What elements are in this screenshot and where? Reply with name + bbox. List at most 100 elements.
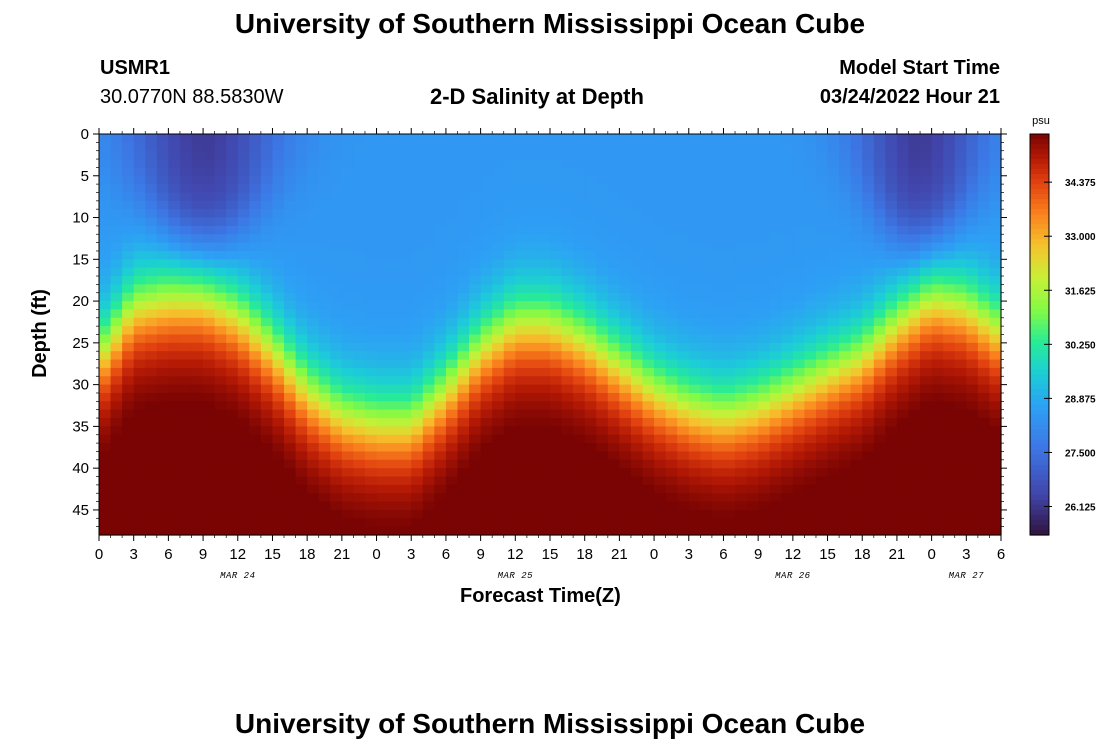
heatmap-cell (214, 501, 227, 511)
heatmap-cell (295, 301, 308, 311)
heatmap-cell (885, 217, 898, 227)
heatmap-cell (214, 468, 227, 478)
heatmap-cell (769, 409, 782, 419)
heatmap-cell (492, 367, 505, 377)
heatmap-cell (850, 501, 863, 511)
heatmap-cell (642, 409, 655, 419)
heatmap-cell (815, 409, 829, 419)
heatmap-cell (122, 367, 135, 377)
heatmap-cell (931, 459, 944, 469)
heatmap-cell (364, 142, 378, 152)
heatmap-cell (341, 342, 355, 352)
heatmap-cell (954, 234, 967, 244)
heatmap-cell (99, 451, 112, 461)
heatmap-cell (191, 526, 204, 536)
heatmap-cell (896, 426, 910, 436)
heatmap-cell (931, 493, 944, 503)
heatmap-cell (353, 192, 366, 202)
heatmap-cell (492, 217, 505, 227)
heatmap-cell (931, 501, 944, 511)
heatmap-cell (214, 493, 227, 503)
heatmap-cell (260, 225, 274, 235)
heatmap-cell (573, 384, 586, 394)
heatmap-cell (827, 501, 840, 511)
heatmap-cell (168, 334, 181, 344)
heatmap-cell (989, 309, 1002, 319)
heatmap-cell (318, 276, 331, 285)
heatmap-cell (122, 501, 135, 511)
heatmap-cell (873, 484, 886, 494)
heatmap-cell (550, 200, 563, 210)
heatmap-cell (654, 142, 667, 152)
colorbar-cell (1030, 484, 1049, 491)
heatmap-cell (526, 284, 540, 294)
heatmap-cell (677, 468, 690, 478)
heatmap-cell (862, 384, 875, 394)
heatmap-cell (179, 267, 193, 277)
heatmap-cell (503, 493, 516, 503)
heatmap-cell (723, 384, 736, 394)
heatmap-cell (399, 459, 412, 469)
heatmap-cell (873, 276, 886, 285)
heatmap-cell (943, 493, 956, 503)
heatmap-cell (654, 526, 667, 536)
heatmap-cell (723, 250, 736, 260)
heatmap-cell (700, 276, 713, 285)
heatmap-cell (607, 225, 620, 235)
heatmap-cell (515, 200, 528, 210)
heatmap-cell (815, 175, 829, 185)
heatmap-cell (642, 434, 655, 444)
heatmap-cell (457, 250, 470, 260)
heatmap-cell (399, 384, 412, 394)
heatmap-cell (353, 200, 366, 210)
heatmap-cell (665, 367, 678, 377)
heatmap-cell (272, 493, 285, 503)
heatmap-cell (885, 509, 898, 519)
heatmap-cell (469, 434, 482, 444)
heatmap-cell (550, 317, 563, 327)
colorbar-cell (1030, 254, 1049, 260)
heatmap-cell (145, 167, 158, 177)
heatmap-cell (723, 192, 736, 202)
heatmap-cell (307, 284, 320, 294)
heatmap-cell (457, 209, 470, 219)
heatmap-cell (179, 476, 193, 486)
heatmap-cell (561, 509, 574, 519)
heatmap-cell (469, 250, 482, 260)
heatmap-cell (573, 392, 586, 402)
heatmap-cell (538, 267, 551, 277)
heatmap-cell (122, 518, 135, 528)
heatmap-cell (526, 242, 540, 252)
heatmap-cell (526, 301, 540, 311)
heatmap-cell (550, 250, 563, 260)
heatmap-cell (723, 317, 736, 327)
heatmap-cell (284, 426, 297, 436)
heatmap-cell (550, 159, 563, 169)
heatmap-cell (896, 134, 910, 143)
heatmap-cell (873, 426, 886, 436)
heatmap-cell (700, 518, 713, 528)
heatmap-cell (665, 159, 678, 169)
heatmap-cell (688, 259, 701, 269)
heatmap-cell (561, 184, 574, 194)
heatmap-cell (550, 276, 563, 285)
heatmap-cell (862, 184, 875, 194)
heatmap-cell (110, 159, 123, 169)
heatmap-cell (677, 142, 690, 152)
heatmap-cell (364, 476, 378, 486)
heatmap-cell (226, 184, 239, 194)
heatmap-cell (295, 309, 308, 319)
heatmap-cell (376, 142, 389, 152)
heatmap-cell (769, 250, 782, 260)
heatmap-cell (284, 384, 297, 394)
heatmap-cell (896, 468, 910, 478)
heatmap-cell (341, 359, 355, 369)
heatmap-cell (630, 384, 644, 394)
heatmap-cell (133, 367, 146, 377)
heatmap-cell (411, 443, 424, 453)
heatmap-cell (792, 409, 806, 419)
heatmap-cell (711, 459, 725, 469)
heatmap-cell (388, 367, 401, 377)
heatmap-cell (677, 217, 690, 227)
heatmap-cell (179, 334, 193, 344)
